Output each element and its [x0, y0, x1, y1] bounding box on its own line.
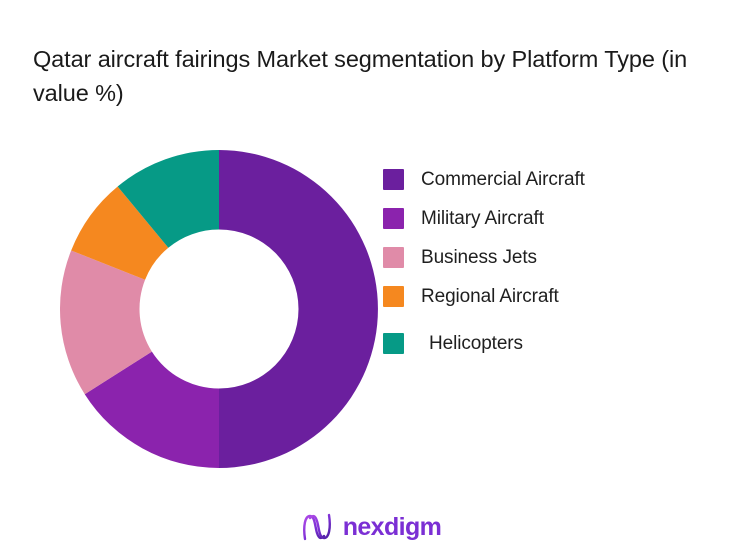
donut-slice[interactable]	[71, 186, 169, 280]
donut-slice[interactable]	[60, 250, 152, 395]
legend-item-label: Business Jets	[421, 246, 537, 268]
nexdigm-n-mark-icon	[302, 513, 331, 541]
legend-item-label: Commercial Aircraft	[421, 168, 585, 190]
legend-item-label: Military Aircraft	[421, 207, 544, 229]
brand-name: nexdigm	[342, 512, 442, 541]
donut-slice[interactable]	[84, 351, 219, 468]
legend-item[interactable]: Commercial Aircraft	[383, 160, 683, 199]
footer-brand: nexdigm	[0, 512, 741, 542]
legend-item[interactable]: Regional Aircraft	[383, 277, 683, 316]
legend-color-swatch	[383, 286, 404, 307]
legend-item[interactable]: Helicopters	[383, 324, 683, 363]
legend-item[interactable]: Military Aircraft	[383, 199, 683, 238]
legend-color-swatch	[383, 208, 404, 229]
legend-color-swatch	[383, 169, 404, 190]
donut-slice-group	[60, 150, 378, 468]
donut-chart-svg	[60, 150, 378, 468]
donut-slice[interactable]	[117, 150, 219, 248]
legend-item-label: Helicopters	[429, 332, 523, 354]
donut-chart	[60, 150, 378, 468]
legend-item[interactable]: Business Jets	[383, 238, 683, 277]
legend-color-swatch	[383, 333, 404, 354]
donut-slice[interactable]	[219, 150, 378, 468]
legend-item-label: Regional Aircraft	[421, 285, 559, 307]
legend-color-swatch	[383, 247, 404, 268]
page-title: Qatar aircraft fairings Market segmentat…	[33, 46, 688, 106]
chart-legend: Commercial Aircraft Military Aircraft Busi…	[383, 160, 683, 363]
